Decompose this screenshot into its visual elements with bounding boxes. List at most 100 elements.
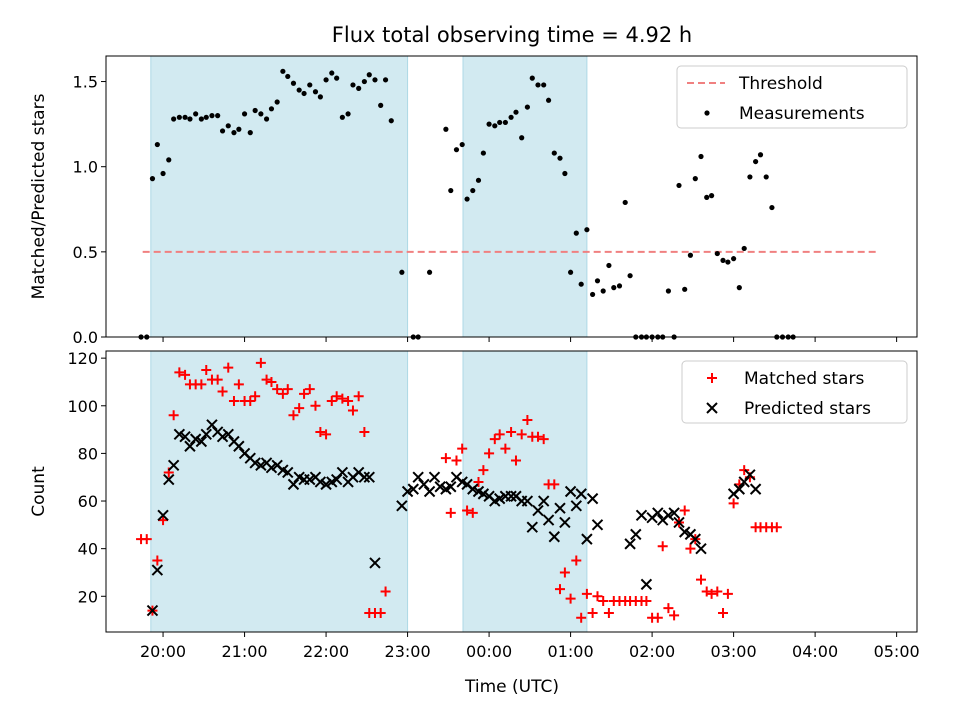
predicted-stars-point xyxy=(233,440,245,452)
matched-stars-point xyxy=(706,588,717,599)
measurement-point xyxy=(176,114,182,120)
matched-stars-point xyxy=(641,596,652,607)
chart-title: Flux total observing time = 4.92 h xyxy=(332,23,692,47)
matched-stars-point xyxy=(266,376,277,387)
matched-stars-point xyxy=(380,586,391,597)
matched-stars-point xyxy=(347,405,358,416)
matched-stars-point xyxy=(445,507,456,518)
predicted-stars-point xyxy=(222,428,234,441)
legend-series-0: Matched stars xyxy=(744,369,864,389)
matched-stars-point xyxy=(321,429,332,440)
x-tick-label: 23:00 xyxy=(385,642,431,661)
measurement-point xyxy=(698,153,704,160)
measurement-point xyxy=(545,97,552,103)
predicted-stars-point xyxy=(200,428,212,441)
predicted-stars-point xyxy=(363,471,375,483)
matched-stars-point xyxy=(359,426,370,437)
measurement-point xyxy=(562,170,568,177)
y-tick-label: 0.5 xyxy=(73,243,98,262)
matched-stars-point xyxy=(663,603,674,614)
predicted-stars-point xyxy=(548,531,560,543)
measurement-point xyxy=(241,111,248,117)
predicted-stars-point xyxy=(428,471,441,483)
observing-interval-0 xyxy=(150,350,409,633)
measurement-point xyxy=(263,116,270,122)
matched-stars-point xyxy=(288,410,299,421)
predicted-stars-point xyxy=(678,526,691,538)
measurement-point xyxy=(736,285,742,291)
measurement-point xyxy=(312,89,319,95)
y-tick-label: 1.5 xyxy=(73,73,98,92)
x-tick-label: 05:00 xyxy=(874,642,920,661)
measurement-point xyxy=(480,150,486,156)
x-axis-label: Time (UTC) xyxy=(464,677,559,697)
predicted-stars-point xyxy=(189,433,202,445)
x-tick-label: 01:00 xyxy=(548,642,594,661)
measurement-point xyxy=(339,114,345,120)
matched-stars-point xyxy=(158,515,169,526)
measurement-point xyxy=(502,119,508,126)
matched-stars-point xyxy=(576,612,587,623)
measurement-point xyxy=(590,291,596,298)
y-tick-label: 0.0 xyxy=(73,328,98,347)
measurement-point xyxy=(290,80,297,86)
measurement-point xyxy=(426,269,433,275)
matched-stars-point xyxy=(201,365,212,376)
measurement-point xyxy=(225,123,231,129)
predicted-stars-point xyxy=(652,507,664,519)
measurement-point xyxy=(399,269,405,275)
measurement-point xyxy=(486,121,492,127)
predicted-stars-point xyxy=(282,466,294,479)
matched-stars-point xyxy=(277,388,288,399)
matched-stars-point xyxy=(771,522,782,533)
matched-stars-point xyxy=(554,584,565,595)
legend-box xyxy=(681,360,908,424)
measurement-point xyxy=(182,114,188,120)
matched-stars-point xyxy=(522,415,533,426)
measurement-point xyxy=(323,77,329,83)
predicted-stars-point xyxy=(184,440,196,452)
x-tick-label: 22:00 xyxy=(303,642,349,661)
y-axis-label: Count xyxy=(29,466,49,517)
predicted-stars-point xyxy=(575,488,587,500)
matched-stars-point xyxy=(712,586,723,597)
predicted-stars-point xyxy=(195,435,208,448)
measurement-point xyxy=(519,135,525,141)
measurement-point xyxy=(497,119,503,126)
measurement-point xyxy=(171,116,177,122)
matched-stars-point xyxy=(196,379,207,390)
matched-stars-point xyxy=(223,362,234,373)
measurement-point xyxy=(372,77,378,83)
predicted-stars-point xyxy=(206,419,218,431)
measurement-point xyxy=(709,193,715,199)
measurement-point xyxy=(753,158,759,165)
matched-stars-point xyxy=(500,443,511,454)
measurement-point xyxy=(584,227,590,233)
measurement-point xyxy=(470,187,476,194)
ratio-panel: 0.0 0.5 1.0 1.5 Matched/Predicted stars Thres… xyxy=(29,55,918,347)
predicted-stars-point xyxy=(265,461,278,474)
predicted-stars-point xyxy=(738,476,750,488)
y-tick-label: 1.0 xyxy=(73,158,98,177)
matched-stars-point xyxy=(250,391,261,402)
predicted-stars-point xyxy=(167,459,180,472)
measurement-point xyxy=(209,113,215,119)
matched-stars-point xyxy=(152,555,163,566)
x-tick-label: 02:00 xyxy=(629,642,675,661)
matched-stars-point xyxy=(728,498,739,509)
measurement-point xyxy=(725,259,731,265)
predicted-stars-point xyxy=(151,564,164,576)
predicted-stars-point xyxy=(423,485,436,498)
matched-stars-point xyxy=(506,426,517,437)
matched-stars-point xyxy=(228,396,239,407)
matched-stars-point xyxy=(174,367,185,378)
measurement-point xyxy=(492,123,498,129)
measurement-point xyxy=(611,285,617,291)
matched-stars-point xyxy=(141,534,152,545)
predicted-stars-point xyxy=(640,578,653,591)
measurement-point xyxy=(247,130,253,136)
measurement-point xyxy=(687,252,694,258)
matched-stars-point xyxy=(272,384,283,395)
y-tick-label: 100 xyxy=(67,397,98,416)
